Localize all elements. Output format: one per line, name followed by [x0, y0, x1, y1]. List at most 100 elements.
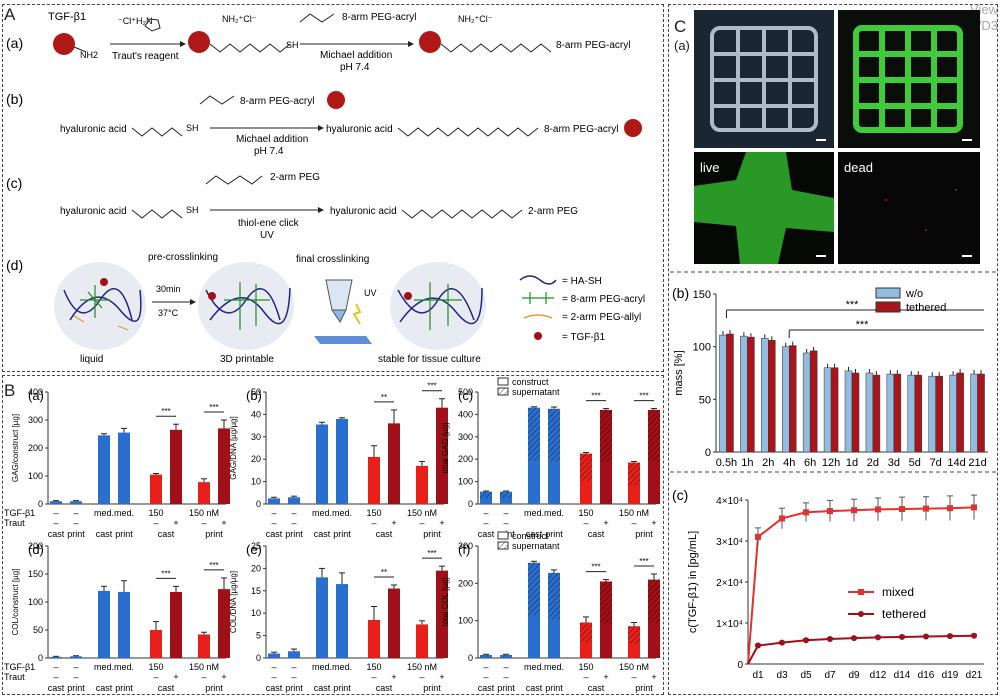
chart-b-4-bar [388, 588, 400, 658]
chart-b-0-tgf-cell: – [53, 508, 58, 518]
chart-b-5-legend-construct-swatch [497, 531, 509, 540]
chart-b-3-tgf-cell: – [73, 662, 78, 672]
chart-b-5-legend-construct: construct [512, 531, 549, 541]
mass-xtick-label: 4h [783, 457, 795, 469]
chart-b-2-method-cell: cast [478, 529, 495, 539]
tgf-mixed-point [779, 515, 785, 522]
chart-b-3-method-cell: cast [96, 683, 113, 693]
chart-b-2-bar-supernatant [628, 462, 640, 486]
chart-b-1-bar [336, 418, 348, 504]
chart-b-2-traut-cell: – [483, 518, 488, 528]
chart-b-1-ytick-label: 10 [251, 477, 261, 487]
chart-b-4-ytick-label: 25 [251, 541, 261, 551]
chart-b-2-method-cell: cast [526, 529, 543, 539]
chart-b-4-tgf-cell: – [291, 662, 296, 672]
chart-b-1-tgf-cell: 150 nM [407, 508, 437, 518]
scheme-b-ha: hyaluronic acid [60, 124, 127, 135]
chart-b-0-bar [170, 429, 182, 504]
tgf-mixed-point [755, 533, 761, 540]
chart-b-4-bar [368, 619, 380, 658]
scheme-c-peg: 2-arm PEG [270, 172, 320, 183]
chart-b-4-label: (e) [246, 542, 262, 557]
chart-b-5-tgf-cell: med. [544, 662, 564, 672]
panel-c-b-label: (b) [672, 285, 689, 301]
chart-b-0-tgf-cell: 150 [148, 508, 163, 518]
chart-b-0-tgf-cell: med. [114, 508, 134, 518]
chart-b-2-bar-supernatant [648, 409, 660, 462]
chart-b-5-bar-supernatant [528, 562, 540, 616]
legend-peg-acryl: = 8-arm PEG-acryl [562, 294, 645, 305]
chart-b-1-bar [316, 424, 328, 504]
chart-b-4-traut-cell: – [419, 672, 424, 682]
chart-b-3-bar [198, 634, 210, 658]
chart-b-4-method-cell: print [285, 683, 303, 693]
chart-b-3-bar [218, 589, 230, 658]
chart-b-1-tgf-cell: med. [332, 508, 352, 518]
chart-b-4-traut-cell: – [371, 672, 376, 682]
chart-b-3-bar [170, 591, 182, 658]
scheme-d-liquid: liquid [80, 354, 103, 365]
chart-b-4-traut-cell: + [391, 672, 396, 682]
chart-b-5: (f) 0 100 200 300 total COL [µg] *** *** constru… [441, 531, 660, 693]
mass-bar-wo [719, 334, 727, 453]
chart-b-4-tgf-cell: 150 [366, 662, 381, 672]
mass-bar-tethered [977, 373, 985, 453]
mass-bar-tethered [872, 374, 881, 453]
tgf-xtick-label: d19 [942, 670, 959, 681]
tgf-tethered-point [803, 637, 809, 644]
chart-b-1-sig: *** [427, 382, 436, 391]
tgf-mixed-point [923, 505, 929, 512]
chart-b-4-bar [436, 570, 448, 658]
chart-b-3-sig: *** [161, 569, 170, 578]
chart-b-1-bar [416, 465, 428, 504]
chart-b-2-tgf-cell: med. [524, 508, 544, 518]
chart-b-3-tgf-cell: 150 [148, 662, 163, 672]
scheme-a-sh: SH [286, 40, 299, 50]
chart-b-0-method-cell: print [115, 529, 133, 539]
chart-b-4-tgf-cell: med. [332, 662, 352, 672]
mass-bar-wo [844, 370, 853, 453]
chart-b-0-bar [218, 428, 230, 504]
chart-b-4-traut-cell: – [271, 672, 276, 682]
tgf-mixed-point [899, 506, 905, 513]
mass-bar-tethered [809, 350, 818, 453]
chart-b-4-bar [316, 577, 328, 658]
chart-b-4-method-cell: cast [266, 683, 283, 693]
chart-b-0-traut-cell: – [53, 518, 58, 528]
scheme-a-nh2cl: NH₂⁺Cl⁻ [222, 14, 257, 24]
chart-b-0-ytick-label: 400 [28, 387, 43, 397]
chart-b-3-ytick-label: 100 [28, 597, 43, 607]
scheme-d-final: final crosslinking [296, 254, 369, 265]
panel-c-c-label: (c) [672, 487, 688, 503]
mass-xtick-label: 0.5h [716, 457, 737, 469]
mass-sig-label: *** [856, 319, 870, 331]
chart-b-0-traut-cell: + [221, 518, 226, 528]
mass-xtick-label: 5d [909, 457, 921, 469]
chart-b-0-tgf-cell: – [73, 508, 78, 518]
mass-bar-wo [949, 374, 957, 453]
chart-b-2-ytick-label: 500 [458, 387, 473, 397]
chart-b-1-traut-cell: – [291, 518, 296, 528]
chart-b-1-traut-cell: – [271, 518, 276, 528]
chart-b-5-traut-cell: + [651, 672, 656, 682]
chart-b-0-traut-cell: + [173, 518, 178, 528]
chart-b-2-legend-construct: construct [512, 377, 549, 387]
chart-b-1-bar [436, 407, 448, 504]
scheme-d: (d) pre-crosslinking final crosslinking … [6, 252, 645, 365]
scheme-b: (b) hyaluronic acid SH 8-arm PEG-acryl M… [6, 91, 642, 157]
chart-b-1-bar [388, 423, 400, 504]
mass-bar-tethered [851, 372, 860, 453]
chart-b-5-label: (f) [458, 542, 470, 557]
chart-b-5-tgf-cell: 150 nM [619, 662, 649, 672]
chart-b-0-ytick-label: 100 [28, 471, 43, 481]
scheme-d-label: (d) [6, 257, 23, 273]
chart-b-5-ytick-label: 100 [458, 616, 473, 626]
chart-b-3-method-cell: print [115, 683, 133, 693]
chart-b-4-tgf-cell: med. [312, 662, 332, 672]
chart-b-1-tgf-cell: med. [312, 508, 332, 518]
chart-b-0-bar [150, 474, 162, 504]
chart-b-2-legend-construct-swatch [497, 377, 509, 386]
chart-b-1-ytick-label: 30 [251, 432, 261, 442]
tgf-xtick-label: d21 [966, 670, 983, 681]
